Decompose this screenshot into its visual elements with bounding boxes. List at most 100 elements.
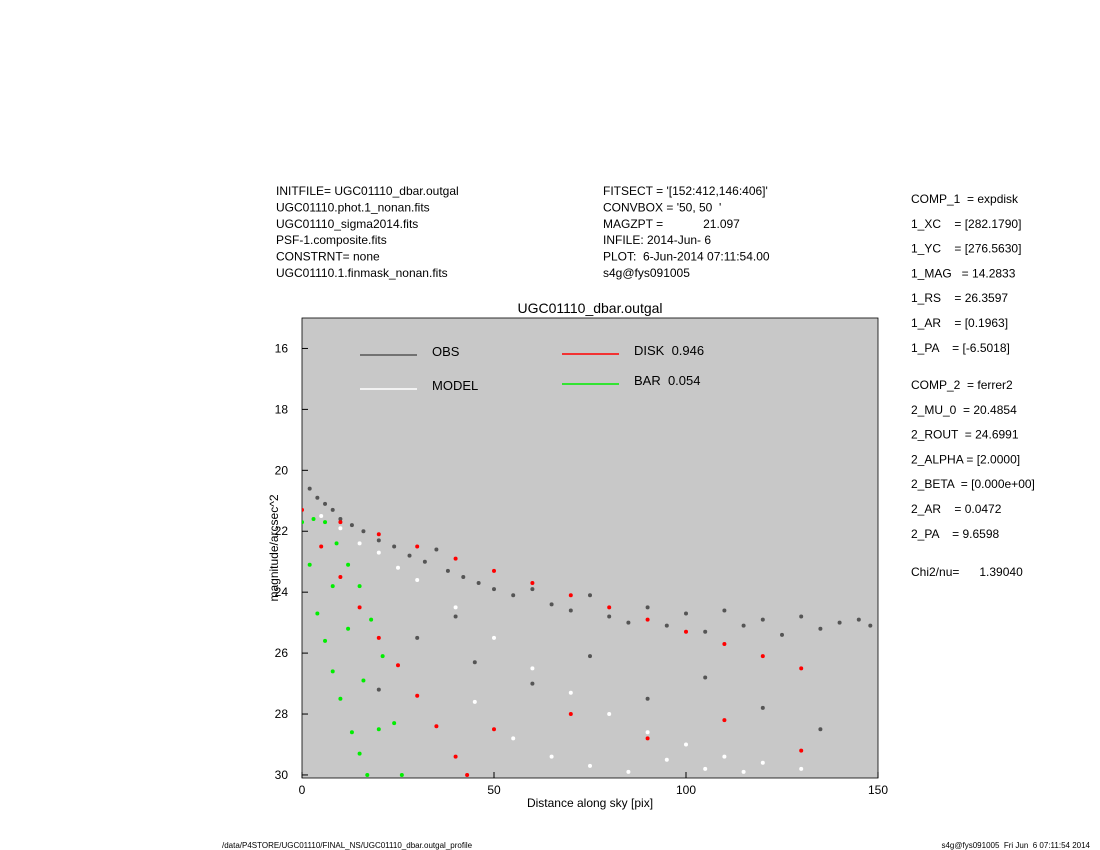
point: [376, 538, 381, 543]
point: [549, 602, 554, 607]
point: [302, 507, 304, 512]
y-axis-label: magnitude/arcsec^2: [267, 494, 281, 601]
point: [492, 727, 496, 732]
fit-parameter: 2_MU_0 = 20.4854: [911, 403, 1017, 417]
x-tick-label: 100: [676, 783, 696, 797]
point: [311, 517, 316, 522]
point: [472, 660, 477, 665]
point: [511, 593, 516, 598]
header-line: INFILE: 2014-Jun- 6: [603, 233, 711, 247]
point: [664, 623, 669, 628]
point: [319, 544, 324, 549]
point: [568, 593, 573, 598]
point: [434, 547, 439, 552]
point: [530, 581, 535, 586]
point: [664, 757, 669, 762]
point: [465, 772, 470, 777]
point: [868, 623, 873, 628]
point: [492, 587, 496, 592]
point: [760, 705, 765, 710]
fit-parameter: 1_XC = [282.1790]: [911, 217, 1021, 231]
point: [376, 727, 381, 732]
point: [588, 654, 592, 659]
marks: [302, 486, 873, 777]
plot-area: [301, 317, 879, 779]
header-line: FITSECT = '[152:412,146:406]': [603, 184, 768, 198]
point: [856, 617, 861, 622]
point: [338, 526, 343, 531]
legend-label: OBS: [432, 344, 460, 359]
point: [799, 766, 804, 771]
point: [392, 721, 397, 726]
header-line: UGC01110.phot.1_nonan.fits: [276, 200, 430, 214]
x-tick-label: 150: [868, 783, 888, 797]
point: [365, 772, 370, 777]
point: [399, 772, 404, 777]
point: [741, 769, 746, 774]
fit-parameter: 2_PA = 9.6598: [911, 527, 1000, 541]
point: [323, 520, 328, 525]
point: [338, 520, 343, 525]
point: [760, 654, 765, 659]
point: [607, 605, 612, 610]
fit-parameter: 1_MAG = 14.2833: [911, 266, 1016, 280]
point: [307, 486, 312, 491]
point: [369, 617, 374, 622]
point: [722, 718, 727, 723]
legend-label: BAR 0.054: [634, 373, 701, 388]
chi2: Chi2/nu= 1.39040: [911, 565, 1023, 579]
point: [357, 605, 362, 610]
point: [645, 605, 650, 610]
point: [361, 529, 366, 534]
point: [684, 629, 688, 634]
point: [376, 532, 381, 537]
point: [338, 574, 343, 579]
point: [760, 760, 765, 765]
point: [799, 614, 804, 619]
x-tick-label: 50: [487, 783, 501, 797]
point: [799, 666, 804, 671]
point: [319, 514, 324, 519]
point: [415, 544, 420, 549]
header-line: UGC01110.1.finmask_nonan.fits: [276, 266, 448, 280]
header-line: UGC01110_sigma2014.fits: [276, 217, 418, 231]
point: [349, 730, 354, 735]
point: [415, 577, 420, 582]
legend-label: MODEL: [432, 378, 478, 393]
point: [376, 550, 381, 555]
point: [357, 584, 362, 589]
point: [837, 620, 842, 625]
fit-parameter: COMP_1 = expdisk: [911, 192, 1019, 206]
point: [722, 754, 727, 759]
point: [361, 678, 366, 683]
point: [323, 638, 328, 643]
fit-parameter: 2_AR = 0.0472: [911, 502, 1002, 516]
header-line: INITFILE= UGC01110_dbar.outgal: [276, 184, 459, 198]
header-line: CONSTRNT= none: [276, 250, 380, 264]
point: [453, 556, 458, 561]
point: [407, 553, 412, 558]
point: [511, 736, 516, 741]
y-tick-label: 24: [275, 585, 289, 599]
point: [349, 523, 354, 528]
point: [330, 507, 335, 512]
y-tick-label: 20: [275, 463, 289, 477]
point: [380, 654, 385, 659]
y-tick-label: 26: [275, 646, 289, 660]
point: [472, 699, 477, 704]
point: [684, 742, 688, 747]
point: [703, 766, 708, 771]
point: [302, 520, 304, 525]
point: [799, 748, 804, 753]
point: [453, 614, 458, 619]
point: [607, 614, 612, 619]
fit-parameter: 2_BETA = [0.000e+00]: [911, 477, 1035, 491]
point: [346, 626, 351, 631]
header-line: MAGZPT = 21.097: [603, 217, 740, 231]
point: [703, 675, 708, 680]
fit-parameter: 1_YC = [276.5630]: [911, 242, 1021, 256]
point: [376, 687, 381, 692]
y-tick-label: 30: [275, 768, 289, 782]
point: [315, 495, 320, 500]
